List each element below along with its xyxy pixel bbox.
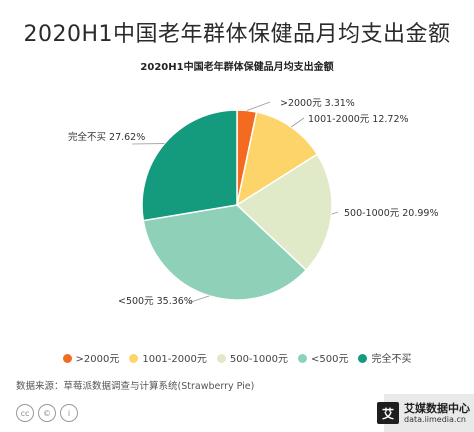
legend-swatch: [216, 354, 226, 363]
pie-chart: >2000元 3.31% 1001-2000元 12.72% 500-1000元 2…: [68, 98, 438, 307]
slice-label: 1001-2000元 12.72%: [308, 114, 409, 125]
person-icon: i: [60, 404, 78, 422]
legend-label: 1001-2000元: [142, 354, 207, 365]
label-leader-line: [291, 117, 305, 128]
legend-swatch: [298, 354, 308, 363]
brand-name: 艾媒数据中心: [404, 402, 470, 415]
legend-swatch: [129, 354, 139, 363]
label-leader-line: [331, 211, 339, 215]
slice-label: 500-1000元 20.99%: [344, 208, 438, 219]
slice-label: 完全不买 27.62%: [68, 131, 145, 143]
slice-label: >2000元 3.31%: [280, 98, 355, 109]
page-title: 2020H1中国老年群体保健品月均支出金额: [23, 22, 451, 47]
legend-swatch: [358, 354, 368, 363]
pie-slice: [141, 109, 238, 222]
chart-title: 2020H1中国老年群体保健品月均支出金额: [140, 62, 334, 73]
legend-swatch: [62, 354, 72, 363]
brand-logo: 艾: [377, 402, 399, 424]
legend-item: 1001-2000元: [129, 350, 207, 365]
label-leader-line: [187, 295, 210, 304]
slice-label: <500元 35.36%: [118, 296, 193, 307]
legend-label: <500元: [311, 354, 349, 365]
chart-legend: >2000元 1001-2000元 500-1000元 <500元 完全不买: [0, 350, 474, 365]
legend-item: 完全不买: [358, 350, 411, 365]
license-icons: cc © i: [16, 404, 78, 422]
data-source: 数据来源：草莓派数据调查与计算系统(Strawberry Pie): [16, 381, 255, 392]
legend-label: 完全不买: [371, 354, 412, 365]
brand-url: data.iimedia.cn: [404, 415, 466, 424]
pie-slice: [235, 153, 333, 272]
legend-item: >2000元: [62, 350, 120, 365]
legend-item: <500元: [298, 350, 348, 365]
legend-label: 500-1000元: [229, 354, 289, 365]
legend-label: >2000元: [75, 354, 120, 365]
pie-slice: [235, 111, 319, 207]
brand-watermark: 艾 艾媒数据中心 data.iimedia.cn: [344, 394, 474, 432]
label-leader-line: [246, 101, 271, 111]
cc-circle-icon: ©: [38, 404, 56, 422]
cc-icon: cc: [16, 404, 34, 422]
legend-item: 500-1000元: [216, 350, 289, 365]
